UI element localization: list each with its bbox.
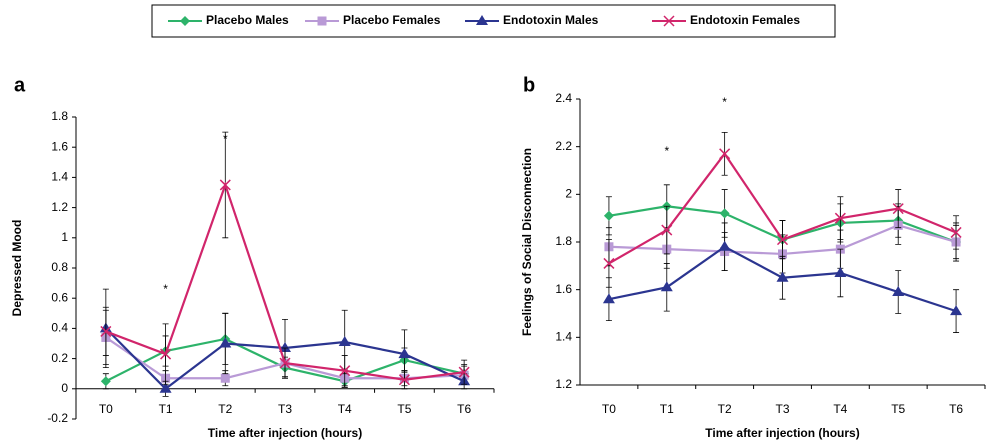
x-tick-label: T2 (218, 402, 232, 416)
y-tick-label: 1.6 (51, 139, 68, 153)
y-tick-label: 2 (565, 187, 572, 201)
x-tick-label: T4 (833, 402, 847, 416)
marker (220, 373, 230, 383)
marker (661, 224, 673, 236)
marker (776, 234, 789, 246)
marker (398, 348, 411, 359)
x-tick-label: T5 (397, 402, 411, 416)
marker (602, 293, 615, 304)
y-tick-label: 0 (61, 381, 68, 395)
marker (663, 15, 675, 27)
y-tick-label: 1.2 (555, 377, 572, 391)
marker (603, 257, 615, 269)
significance-mark: * (722, 95, 727, 109)
x-tick-label: T0 (602, 402, 616, 416)
y-axis-title: Depressed Mood (10, 220, 24, 317)
y-tick-label: -0.2 (47, 411, 68, 425)
y-tick-label: 1.8 (555, 234, 572, 248)
significance-mark: * (664, 144, 669, 158)
y-tick-label: 0.2 (51, 351, 68, 365)
panel-label: b (523, 74, 535, 96)
marker (950, 305, 963, 316)
y-tick-label: 1.2 (51, 200, 68, 214)
legend-label: Placebo Females (343, 13, 441, 27)
marker (719, 148, 731, 160)
marker (834, 266, 847, 277)
marker (317, 16, 327, 26)
y-tick-label: 1 (61, 230, 68, 244)
y-tick-label: 1.6 (555, 282, 572, 296)
x-tick-label: T6 (457, 402, 471, 416)
x-tick-label: T4 (338, 402, 352, 416)
x-tick-label: T5 (891, 402, 905, 416)
x-tick-label: T2 (718, 402, 732, 416)
x-axis-title: Time after injection (hours) (705, 426, 859, 440)
significance-mark: * (163, 282, 168, 296)
x-tick-label: T3 (775, 402, 789, 416)
y-tick-label: 2.4 (555, 91, 572, 105)
series (99, 288, 471, 397)
marker (776, 271, 789, 282)
marker (476, 15, 488, 25)
series (100, 131, 470, 390)
marker (339, 365, 351, 377)
marker (219, 337, 232, 348)
y-tick-label: 0.4 (51, 321, 68, 335)
marker (950, 226, 962, 238)
marker (458, 366, 470, 378)
marker (338, 335, 351, 346)
legend-label: Placebo Males (206, 13, 289, 27)
series (603, 131, 962, 288)
marker (718, 240, 731, 251)
panel-label: a (14, 74, 26, 96)
marker (660, 281, 673, 292)
x-tick-label: T1 (660, 402, 674, 416)
y-axis-title: Feelings of Social Disconnection (520, 148, 534, 336)
marker (100, 325, 112, 337)
x-tick-label: T6 (949, 402, 963, 416)
x-tick-label: T3 (278, 402, 292, 416)
marker (398, 374, 410, 386)
legend-label: Endotoxin Females (690, 13, 800, 27)
x-axis-title: Time after injection (hours) (208, 426, 362, 440)
marker (603, 210, 614, 221)
y-tick-label: 0.8 (51, 260, 68, 274)
marker (279, 357, 291, 369)
marker (892, 203, 904, 215)
x-tick-label: T0 (99, 402, 113, 416)
legend-label: Endotoxin Males (503, 13, 599, 27)
y-tick-label: 2.2 (555, 139, 572, 153)
marker (719, 208, 730, 219)
marker (279, 342, 291, 353)
marker (219, 179, 231, 191)
marker (159, 382, 172, 393)
y-tick-label: 1.8 (51, 109, 68, 123)
x-tick-label: T1 (159, 402, 173, 416)
marker (834, 212, 846, 224)
marker (180, 16, 190, 26)
marker (160, 348, 172, 360)
marker (100, 376, 111, 387)
y-tick-label: 1.4 (555, 330, 572, 344)
y-tick-label: 0.6 (51, 290, 68, 304)
series (602, 222, 963, 333)
marker (892, 286, 905, 297)
y-tick-label: 1.4 (51, 170, 68, 184)
